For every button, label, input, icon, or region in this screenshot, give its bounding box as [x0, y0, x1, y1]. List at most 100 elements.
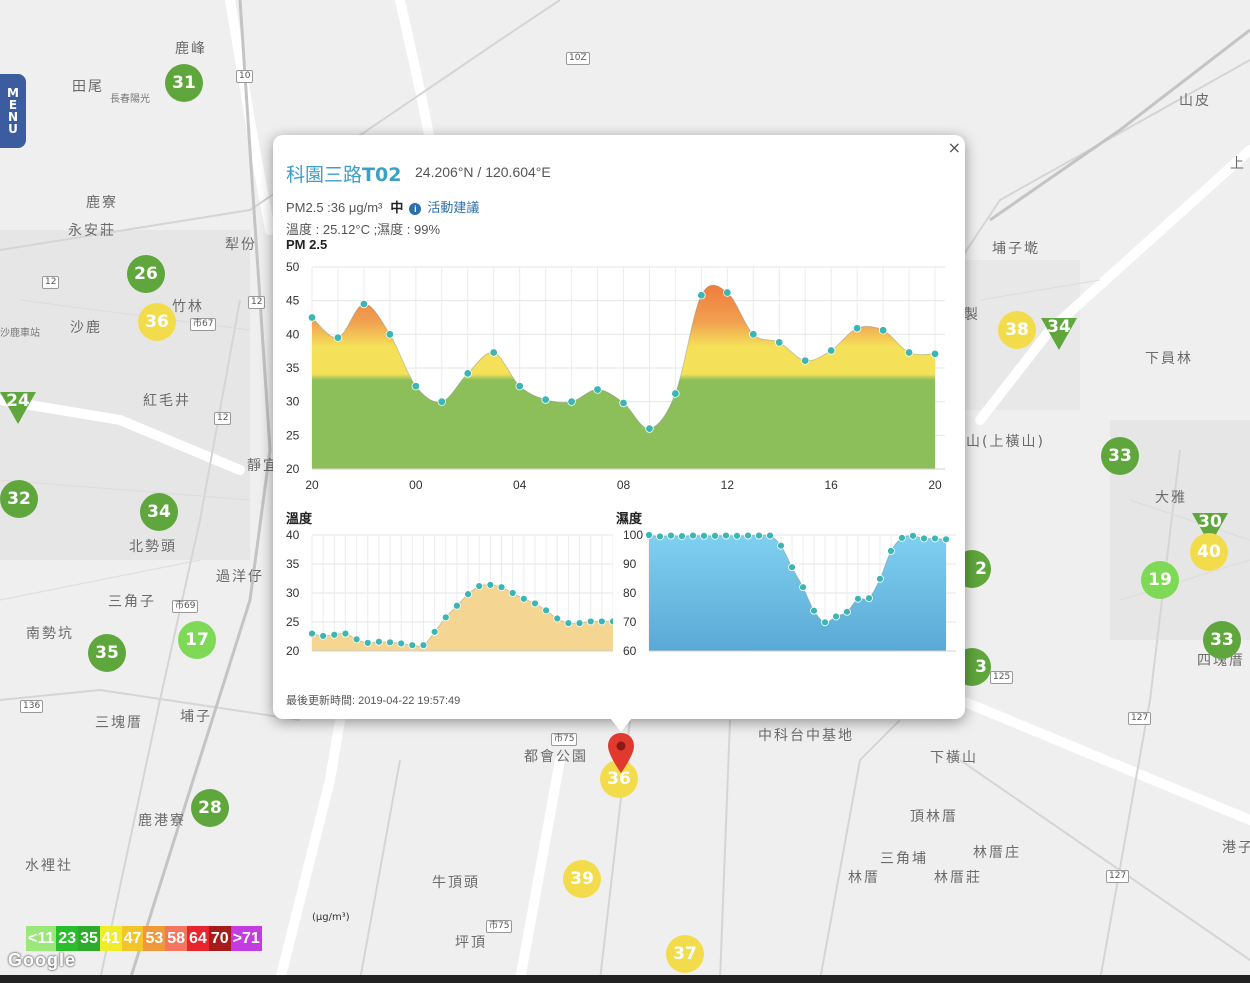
- station-name-suffix: T02: [362, 164, 402, 186]
- map-label-puzi: 埔子: [180, 709, 212, 725]
- map-label-zhongke: 中科台中基地: [758, 728, 854, 744]
- data-point: [821, 618, 829, 627]
- data-point: [464, 590, 472, 599]
- data-point: [801, 356, 810, 365]
- data-point: [453, 601, 461, 610]
- aqi-marker[interactable]: 33: [1101, 437, 1139, 475]
- road-shield: 125: [990, 671, 1014, 684]
- aqi-marker[interactable]: 38: [998, 311, 1036, 349]
- road-shield: 10: [236, 70, 254, 83]
- data-point: [330, 630, 339, 639]
- data-point: [755, 531, 763, 540]
- menu-button[interactable]: M E N U: [0, 74, 26, 148]
- data-point: [567, 397, 576, 406]
- data-point: [876, 574, 884, 583]
- aqi-marker-value: 24: [6, 391, 30, 411]
- activity-advice-link[interactable]: 活動建議: [427, 200, 480, 215]
- pm-level: 中: [390, 200, 404, 215]
- data-point: [799, 583, 807, 592]
- data-point: [564, 619, 573, 628]
- map-label-shang: 上: [1230, 156, 1246, 172]
- map-label-shalu-station: 沙鹿車站: [0, 328, 40, 339]
- aqi-marker[interactable]: 19: [1141, 561, 1179, 599]
- y-tick-label: 50: [286, 260, 300, 274]
- data-point: [397, 639, 406, 648]
- chart-line: [648, 534, 947, 623]
- map-label-sanjiaozi: 三角子: [108, 594, 156, 610]
- aqi-marker[interactable]: 35: [88, 634, 126, 672]
- data-point: [463, 369, 472, 378]
- aqi-marker[interactable]: 28: [191, 789, 229, 827]
- data-point: [920, 534, 928, 543]
- road-shield: 12: [214, 412, 232, 425]
- aqi-marker[interactable]: 17: [178, 621, 216, 659]
- data-point: [333, 333, 343, 342]
- data-point: [777, 541, 785, 550]
- station-name-prefix: 科園三路: [286, 164, 363, 186]
- data-point: [733, 531, 741, 540]
- aqi-marker[interactable]: 31: [165, 64, 203, 102]
- map-label-shuilishe: 水裡社: [25, 858, 73, 874]
- data-point: [437, 397, 446, 406]
- chart-line: [311, 584, 613, 647]
- humidity-chart: 60 70 80 90 100: [623, 528, 956, 658]
- data-point: [749, 330, 758, 339]
- map-label-sikuaicuo: 四塊厝: [1197, 653, 1245, 669]
- aqi-marker[interactable]: 36: [138, 303, 176, 341]
- aqi-marker[interactable]: 34: [140, 493, 178, 531]
- station-name: 科園三路T02: [286, 160, 401, 187]
- map-label-xiayuanlin: 下員林: [1145, 351, 1193, 367]
- aqi-marker[interactable]: 33: [1203, 621, 1241, 659]
- aqi-marker-value: 30: [1198, 512, 1222, 532]
- legend-item: 41: [99, 926, 122, 951]
- aqi-marker-triangle[interactable]: 34: [1041, 317, 1077, 350]
- pm-chart-title: PM 2.5: [286, 237, 328, 252]
- station-coords: 24.206°N / 120.604°E: [415, 164, 551, 180]
- data-point: [386, 638, 394, 647]
- station-popup: × 科園三路T02 24.206°N / 120.604°E PM2.5 :36…: [273, 135, 965, 719]
- x-tick-label: 00: [409, 478, 423, 492]
- data-point: [930, 349, 940, 359]
- y-tick-label: 40: [286, 528, 300, 542]
- legend-item: 64: [187, 926, 209, 951]
- data-point: [904, 348, 914, 357]
- aqi-marker-triangle[interactable]: 24: [0, 391, 36, 424]
- map-label-hongmaojing: 紅毛井: [143, 393, 191, 409]
- data-point: [419, 641, 428, 650]
- y-tick-label: 35: [286, 557, 300, 571]
- y-tick-label: 30: [286, 395, 300, 409]
- data-point: [475, 582, 484, 590]
- legend-bar: <11 23 35 41 47 53 58 64 70 >71: [26, 926, 262, 951]
- map-label-guoyangzai: 過洋仔: [216, 569, 264, 585]
- data-point: [497, 583, 506, 592]
- data-point: [766, 531, 774, 540]
- data-point: [744, 531, 752, 540]
- road-shield: 市75: [551, 733, 578, 746]
- y-tick-label: 45: [286, 294, 300, 308]
- location-pin-icon[interactable]: [608, 733, 634, 773]
- aqi-marker[interactable]: 37: [666, 935, 704, 973]
- aqi-marker[interactable]: 26: [127, 255, 165, 293]
- data-point: [609, 617, 613, 626]
- aqi-marker[interactable]: 40: [1190, 533, 1228, 571]
- close-icon[interactable]: ×: [947, 138, 961, 157]
- data-point: [619, 398, 628, 408]
- data-point: [553, 614, 562, 623]
- data-point: [363, 638, 372, 647]
- y-tick-label: 20: [286, 644, 300, 658]
- legend-unit: (μg/m³): [312, 912, 350, 923]
- map-label-tianwei: 田尾: [72, 79, 104, 95]
- map-label-daya: 大雅: [1155, 490, 1187, 506]
- aqi-marker[interactable]: 32: [0, 480, 38, 518]
- road-shield: 127: [1128, 712, 1152, 725]
- data-point: [307, 313, 317, 322]
- data-point: [697, 291, 706, 300]
- google-logo: Google: [8, 950, 76, 970]
- data-point: [508, 589, 517, 597]
- popup-pointer: [610, 718, 632, 732]
- road-shield: 市69: [172, 600, 199, 613]
- data-point: [810, 606, 818, 615]
- aqi-marker[interactable]: 39: [563, 860, 601, 898]
- data-point: [931, 534, 939, 543]
- data-point: [541, 395, 550, 404]
